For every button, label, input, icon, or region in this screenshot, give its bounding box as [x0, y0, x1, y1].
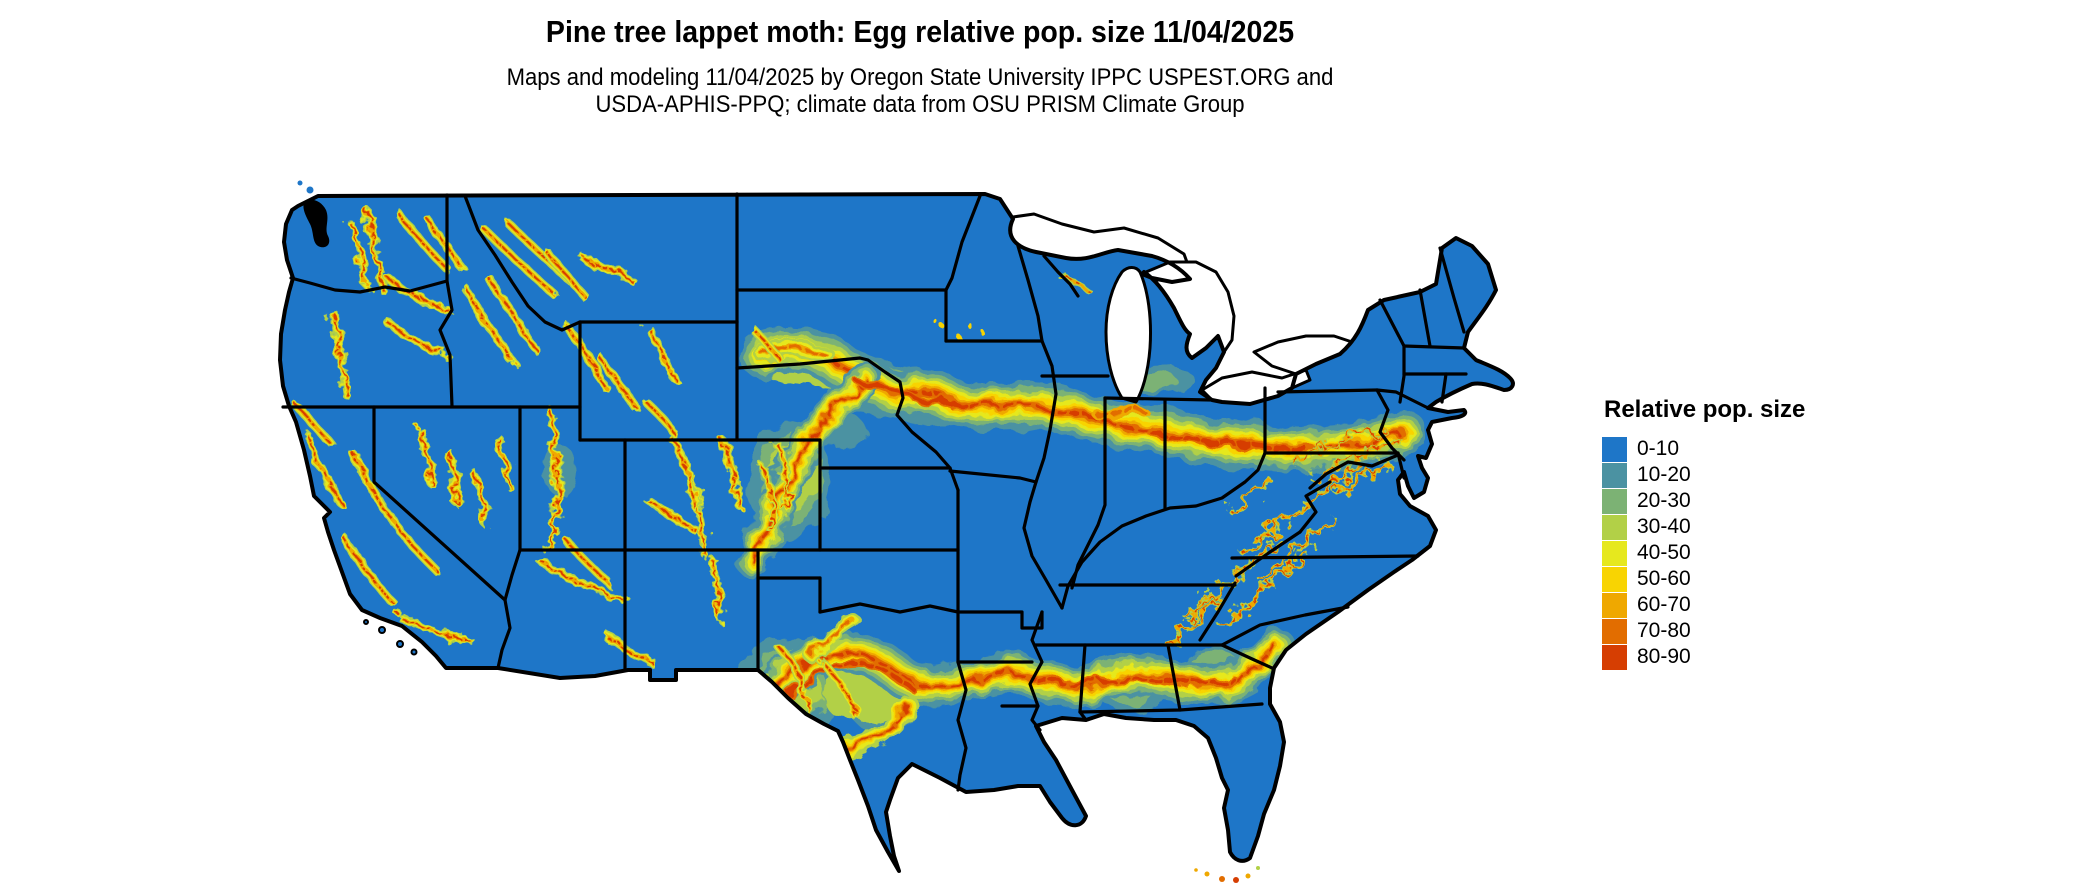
legend-swatch: [1602, 514, 1627, 540]
strait-island: [306, 186, 314, 194]
legend-swatch: [1602, 462, 1627, 488]
heat-layers: [295, 207, 1403, 748]
legend-label: 50-60: [1637, 567, 1691, 590]
legend-swatch: [1602, 592, 1627, 618]
legend-swatch: [1602, 644, 1627, 670]
legend-row: 70-80: [1602, 618, 1805, 644]
legend-label: 80-90: [1637, 645, 1691, 668]
legend-label: 20-30: [1637, 489, 1691, 512]
legend-swatch: [1602, 566, 1627, 592]
legend-label: 40-50: [1637, 541, 1691, 564]
channel-islands: [363, 619, 418, 656]
florida-keys: [1194, 866, 1260, 883]
legend-row: 60-70: [1602, 592, 1805, 618]
legend-label: 0-10: [1637, 437, 1680, 460]
legend-row: 80-90: [1602, 644, 1805, 670]
strait-island: [297, 180, 303, 186]
title-block: Pine tree lappet moth: Egg relative pop.…: [270, 14, 1570, 118]
legend-row: 30-40: [1602, 514, 1805, 540]
legend-row: 20-30: [1602, 488, 1805, 514]
map-subtitle-line2: USDA-APHIS-PPQ; climate data from OSU PR…: [595, 91, 1245, 118]
legend-label: 10-20: [1637, 463, 1691, 486]
legend-row: 0-10: [1602, 436, 1805, 462]
legend-row: 40-50: [1602, 540, 1805, 566]
map-subtitle-line1: Maps and modeling 11/04/2025 by Oregon S…: [506, 64, 1334, 91]
legend-swatch: [1602, 488, 1627, 514]
legend-swatch: [1602, 436, 1627, 462]
legend-row: 50-60: [1602, 566, 1805, 592]
state-borders: [281, 192, 1468, 792]
lake-michigan: [1104, 266, 1152, 404]
legend-title: Relative pop. size: [1604, 396, 1806, 423]
legend-rows: 0-10 10-20 20-30 30-40 40-50 50-60 60-70 70-80 8…: [1602, 436, 1805, 670]
legend-row: 10-20: [1602, 462, 1805, 488]
legend-label: 70-80: [1637, 619, 1691, 642]
map-subtitle: Maps and modeling 11/04/2025 by Oregon S…: [322, 64, 1518, 118]
legend-swatch: [1602, 618, 1627, 644]
puget-sound: [303, 199, 330, 248]
legend-label: 60-70: [1637, 593, 1691, 616]
map-title: Pine tree lappet moth: Egg relative pop.…: [545, 14, 1295, 49]
legend-label: 30-40: [1637, 515, 1691, 538]
great-lakes: [1008, 212, 1354, 406]
legend: Relative pop. size 0-10 10-20 20-30 30-40 40…: [1602, 396, 1805, 670]
legend-swatch: [1602, 540, 1627, 566]
